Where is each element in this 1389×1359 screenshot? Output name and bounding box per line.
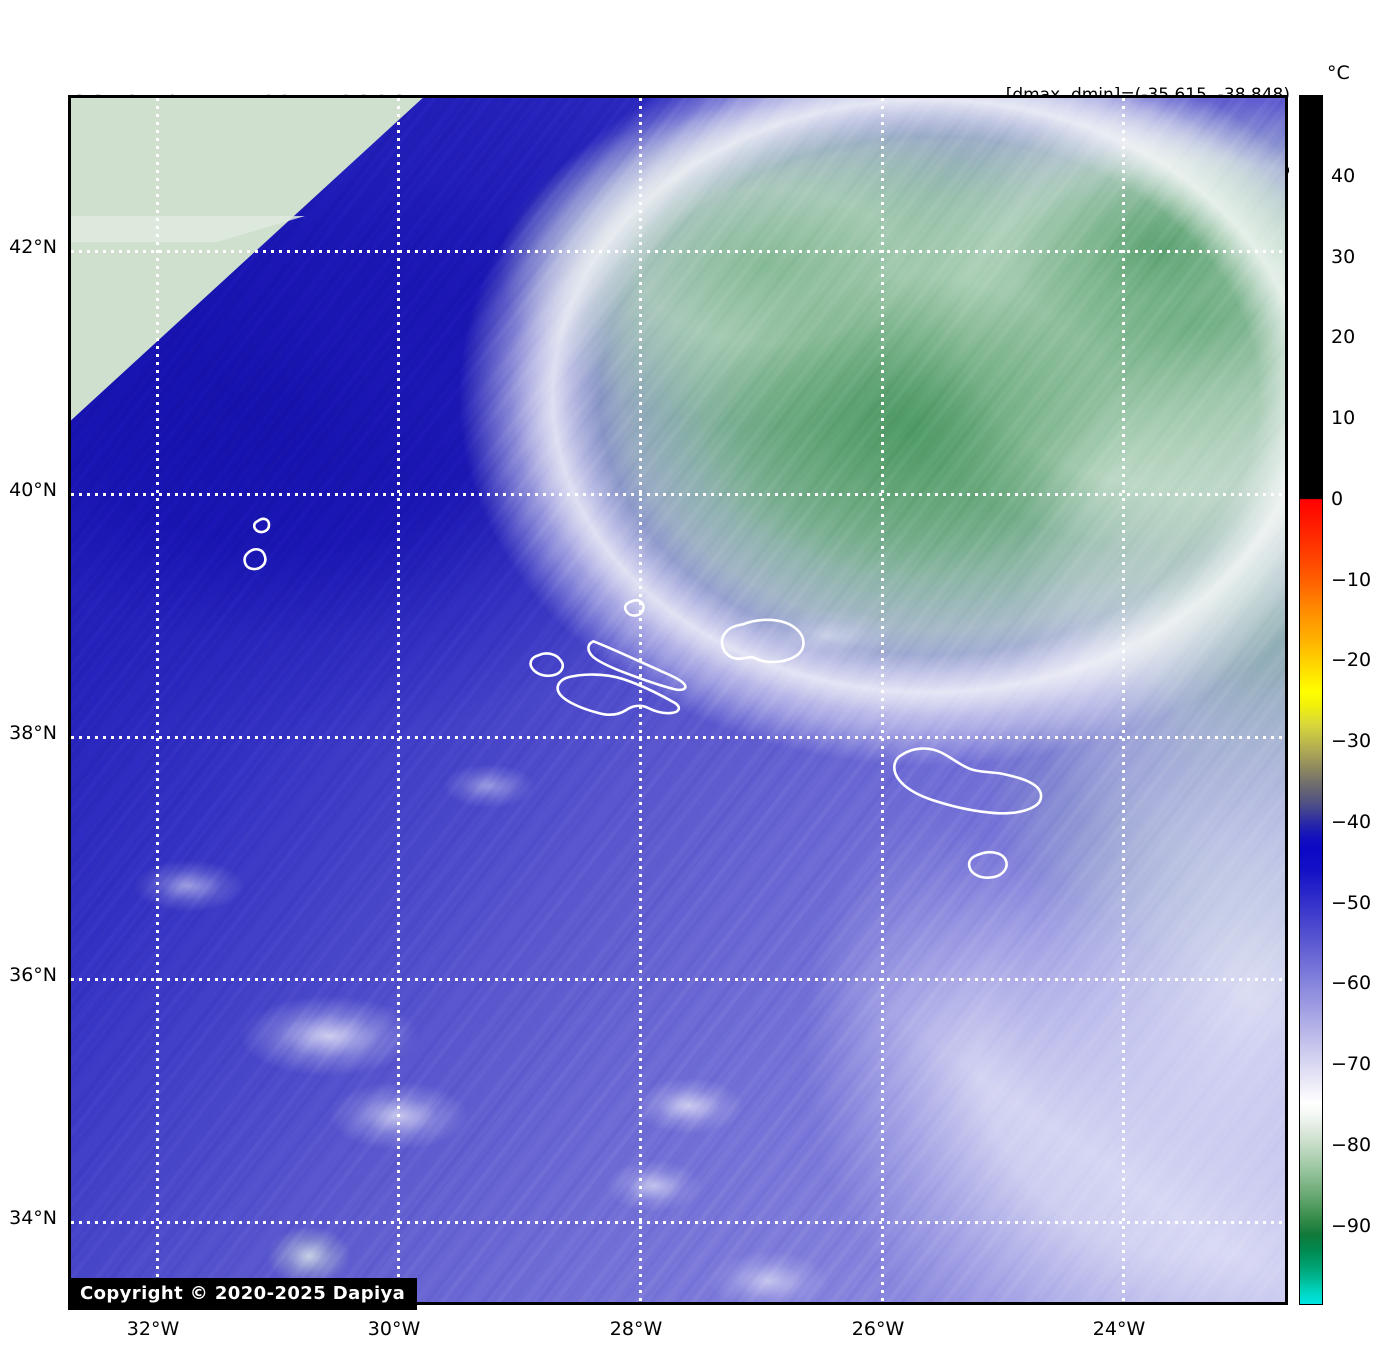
lat-tick-34n: 34°N [9, 1207, 57, 1229]
colorbar-tick-neg40: −40 [1331, 811, 1372, 833]
colorbar-gradient [1299, 95, 1323, 1305]
lon-tick-28w: 28°W [609, 1318, 663, 1340]
lat-tick-42n: 42°N [9, 236, 57, 258]
colorbar-tick-neg80: −80 [1331, 1134, 1372, 1156]
colorbar-tick-neg10: −10 [1331, 569, 1372, 591]
lat-tick-38n: 38°N [9, 722, 57, 744]
colorbar-tick-neg20: −20 [1331, 649, 1372, 671]
lon-tick-32w: 32°W [126, 1318, 180, 1340]
copyright-badge: Copyright © 2020-2025 Dapiya [68, 1278, 418, 1310]
colorbar-unit-label: °C [1327, 62, 1350, 84]
colorbar-tick-neg70: −70 [1331, 1053, 1372, 1075]
colorbar-tick-0: 0 [1331, 488, 1344, 510]
colorbar-tick-40: 40 [1331, 165, 1356, 187]
lat-tick-40n: 40°N [9, 479, 57, 501]
colorbar-tick-30: 30 [1331, 246, 1356, 268]
lon-tick-24w: 24°W [1092, 1318, 1146, 1340]
colorbar-tick-20: 20 [1331, 326, 1356, 348]
satellite-map[interactable] [68, 95, 1288, 1305]
lon-tick-30w: 30°W [367, 1318, 421, 1340]
raster-scan-texture-fine [71, 98, 1285, 1302]
lat-tick-36n: 36°N [9, 964, 57, 986]
colorbar-tick-neg30: −30 [1331, 730, 1372, 752]
lon-tick-26w: 26°W [851, 1318, 905, 1340]
colorbar-tick-10: 10 [1331, 407, 1356, 429]
colorbar-tick-neg60: −60 [1331, 972, 1372, 994]
colorbar-tick-neg50: −50 [1331, 892, 1372, 914]
colorbar-tick-neg90: −90 [1331, 1215, 1372, 1237]
satellite-raster [71, 98, 1285, 1302]
